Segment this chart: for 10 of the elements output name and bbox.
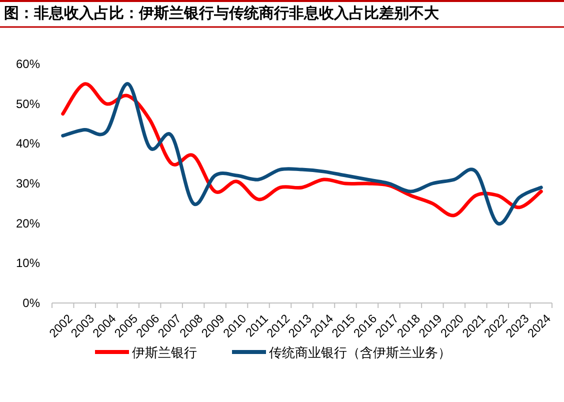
y-tick-label: 20%: [16, 216, 40, 230]
y-tick-label: 0%: [22, 296, 40, 310]
legend-label: 伊斯兰银行: [132, 345, 197, 360]
y-tick-label: 40%: [16, 136, 40, 151]
legend-label: 传统商业银行（含伊斯兰业务）: [269, 345, 451, 360]
y-tick-label: 60%: [16, 57, 40, 71]
y-tick-label: 50%: [16, 96, 40, 111]
y-tick-label: 30%: [16, 176, 40, 190]
y-tick-label: 10%: [16, 256, 40, 270]
chart-title: 图：非息收入占比：伊斯兰银行与传统商行非息收入占比差别不大: [4, 4, 440, 22]
